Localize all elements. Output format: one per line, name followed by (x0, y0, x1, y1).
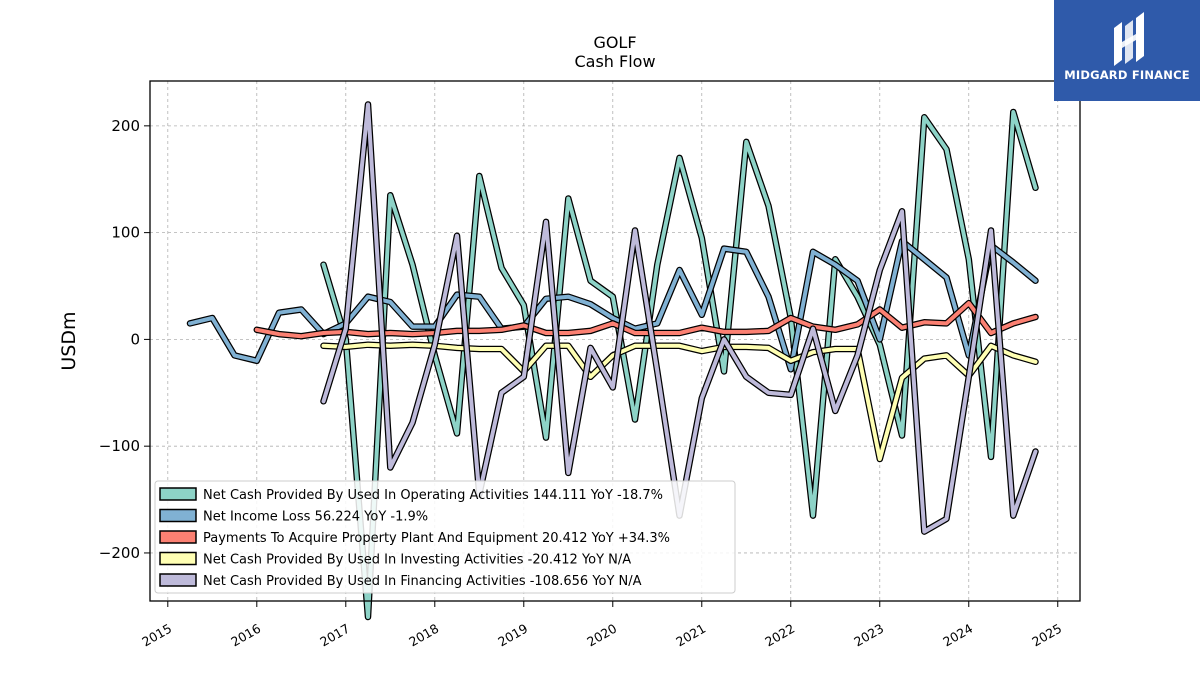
legend-swatch (159, 551, 197, 566)
chart-subtitle: Cash Flow (574, 52, 655, 71)
x-tick-label: 2025 (1029, 621, 1064, 650)
series-line-stroke (321, 110, 1038, 619)
x-tick-label: 2020 (584, 621, 619, 650)
y-axis: −200 −100 0 100 200 (99, 117, 150, 562)
y-tick-label: −100 (99, 437, 140, 455)
legend: Net Cash Provided By Used In Operating A… (154, 480, 736, 594)
x-tick-label: 2015 (139, 621, 174, 650)
x-tick-label: 2023 (851, 621, 886, 650)
brand-name: MIDGARD FINANCE (1064, 68, 1190, 82)
chart-title: GOLF (593, 33, 636, 52)
series-line-4 (320, 341, 1039, 463)
series-line-3 (253, 299, 1039, 340)
x-tick-label: 2016 (228, 621, 263, 650)
y-tick-label: 0 (130, 330, 140, 348)
legend-swatch (159, 508, 197, 523)
y-tick-label: 200 (111, 117, 140, 135)
legend-label: Net Cash Provided By Used In Investing A… (203, 553, 631, 568)
y-axis-label: USDm (58, 311, 80, 370)
series-line-1 (320, 108, 1039, 621)
legend-swatch (159, 530, 197, 544)
legend-label: Net Cash Provided By Used In Financing A… (203, 574, 642, 589)
y-tick-label: −200 (99, 544, 140, 562)
brand-logo-icon (1114, 12, 1144, 66)
x-tick-label: 2019 (495, 621, 530, 650)
legend-label: Net Income Loss 56.224 YoY -1.9% (203, 510, 428, 525)
legend-swatch (159, 487, 197, 501)
legend-box (154, 480, 736, 594)
x-tick-label: 2017 (317, 621, 352, 650)
brand-logo: MIDGARD FINANCE (1054, 0, 1200, 101)
legend-label: Payments To Acquire Property Plant And E… (203, 531, 670, 546)
x-tick-label: 2018 (406, 621, 441, 650)
legend-swatch (159, 573, 197, 587)
x-tick-label: 2021 (673, 621, 708, 650)
x-tick-label: 2024 (940, 621, 975, 650)
plot-frame (149, 80, 1081, 602)
legend-label: Net Cash Provided By Used In Operating A… (203, 488, 663, 503)
x-axis: 2015 2016 2017 2018 2019 2020 2021 2022 2023 2024… (139, 601, 1064, 650)
x-tick-label: 2022 (762, 621, 797, 650)
series-line-stroke (321, 342, 1038, 461)
y-tick-label: 100 (111, 224, 140, 242)
series-line-stroke (254, 301, 1038, 339)
